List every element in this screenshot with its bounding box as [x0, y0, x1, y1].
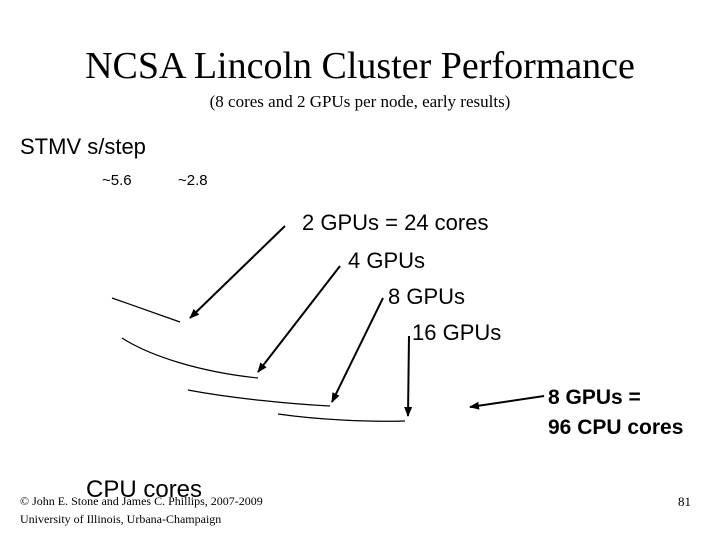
footer-university: University of Illinois, Urbana-Champaign [20, 512, 222, 526]
callout-16-gpus: 16 GPUs [412, 320, 502, 345]
arrow-4-gpus [257, 265, 341, 373]
arrow-8-gpus [331, 297, 384, 403]
callout-8-gpus: 8 GPUs [388, 284, 466, 309]
y-tick-label: ~2.8 [178, 172, 208, 189]
page-number: 81 [678, 494, 691, 509]
comparison-line-1: 8 GPUs = [548, 386, 641, 409]
curve-2-gpus [121, 337, 259, 379]
y-axis-label: STMV s/step [20, 134, 146, 159]
y-tick-label: ~5.6 [102, 172, 132, 189]
curve-cpu-only [111, 297, 181, 323]
arrow-comparison [469, 395, 545, 410]
curve-4-gpus [187, 389, 331, 407]
slide-subtitle: (8 cores and 2 GPUs per node, early resu… [209, 92, 511, 111]
x-axis-label: CPU cores [86, 476, 203, 503]
arrow-16-gpus [404, 335, 413, 417]
callout-4-gpus: 4 GPUs [348, 248, 426, 273]
curve-8-gpus [277, 413, 406, 422]
comparison-line-2: 96 CPU cores [548, 416, 684, 439]
footer-copyright: © John E. Stone and James C. Phillips, 2… [20, 494, 263, 508]
slide-title: NCSA Lincoln Cluster Performance [85, 45, 635, 87]
callout-2-gpus: 2 GPUs = 24 cores [302, 210, 489, 235]
arrow-2-gpus [189, 225, 286, 319]
